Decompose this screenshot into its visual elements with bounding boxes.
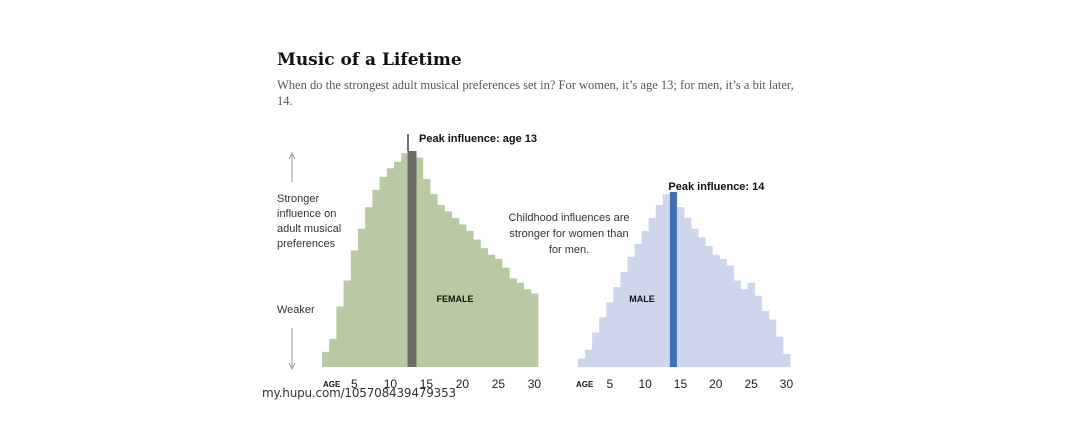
x-tick-25: 25 [492,377,506,391]
bar-age-6 [358,228,366,367]
bar-age-11 [648,217,657,367]
x-tick-5: 5 [606,377,613,391]
bar-age-3 [336,306,344,367]
x-tick-30: 30 [528,377,542,391]
bar-age-13 [662,194,671,367]
bar-age-8 [372,189,380,367]
bar-age-9 [379,176,388,367]
bar-age-18 [444,211,452,367]
bar-age-27 [761,310,770,367]
bar-age-2 [329,338,337,367]
bar-age-4 [343,280,352,367]
bar-age-26 [502,267,510,367]
x-tick-30: 30 [780,377,794,391]
bar-age-29 [775,336,784,367]
y-axis-arrow [288,151,296,371]
bar-age-6 [613,287,621,367]
chart-title: Music of a Lifetime [277,50,462,70]
bar-age-8 [627,256,635,367]
bar-age-29 [523,289,532,367]
bar-age-21 [466,230,474,367]
peak-bar [407,151,417,367]
y-axis-label-weaker: Weaker [277,304,315,316]
bar-age-28 [516,282,524,367]
bar-age-15 [422,179,431,367]
bar-age-9 [634,243,642,367]
peak-label: Peak influence: 14 [668,181,765,193]
bar-age-17 [691,228,699,367]
bar-age-19 [705,246,713,367]
arrow-head-up [288,151,296,160]
bar-age-10 [386,168,395,367]
bar-age-5 [606,302,614,367]
female-chart: Peak influence: age 13 FEMALE AGE 5 10 15 20 25… [322,133,541,391]
x-tick-25: 25 [744,377,758,391]
bar-age-22 [473,239,481,367]
x-tick-20: 20 [709,377,723,391]
bar-age-26 [754,295,763,367]
bar-age-24 [740,289,748,367]
x-tick-20: 20 [456,377,470,391]
bar-age-22 [726,265,734,367]
bar-age-17 [437,205,445,367]
bar-age-28 [768,319,777,367]
x-tick-15: 15 [420,377,434,391]
bar-age-20 [458,224,467,367]
peak-label: Peak influence: age 13 [419,133,537,145]
bar-age-25 [747,282,756,367]
bar-age-7 [620,271,628,367]
bar-age-1 [578,358,586,367]
bar-age-10 [641,230,650,367]
x-axis-label: AGE [576,380,594,389]
bar-age-3 [592,332,600,367]
bar-age-27 [509,278,517,367]
watermark: my.hupu.com/105708439479353 [262,386,456,400]
x-axis-label: AGE [323,380,341,389]
chart-subtitle: When do the strongest adult musical pref… [277,78,794,108]
bar-age-18 [698,237,706,367]
annotation-note: Childhood influences are stronger for wo… [508,212,630,256]
bar-age-5 [350,250,359,367]
bar-age-20 [712,254,720,367]
bar-age-7 [365,207,373,367]
bar-age-12 [655,205,664,367]
arrow-head-down [288,362,296,371]
bar-age-11 [394,161,402,367]
x-tick-10: 10 [384,377,398,391]
x-tick-10: 10 [638,377,652,391]
series-label: FEMALE [437,294,474,304]
peak-bar [669,192,677,367]
bar-age-16 [430,194,438,367]
x-tick-5: 5 [351,377,358,391]
bar-age-23 [733,280,741,367]
bar-age-12 [401,153,409,367]
bar-age-2 [585,349,593,367]
y-axis-label-stronger: Stronger influence on adult musical pref… [277,193,342,250]
bar-age-21 [719,259,727,367]
bar-age-23 [480,248,488,367]
bar-age-30 [530,293,539,367]
x-tick-15: 15 [674,377,688,391]
male-chart: Peak influence: 14 MALE AGE 5 10 15 20 25 30 [576,181,793,391]
bar-age-24 [487,254,496,367]
bar-age-15 [676,207,685,367]
bar-age-19 [451,217,460,367]
bar-age-25 [494,259,503,367]
bar-age-16 [684,217,692,367]
bar-age-14 [415,157,424,367]
bar-age-1 [322,351,330,367]
bar-age-30 [782,354,791,367]
bar-age-4 [599,317,607,367]
series-label: MALE [629,294,655,304]
